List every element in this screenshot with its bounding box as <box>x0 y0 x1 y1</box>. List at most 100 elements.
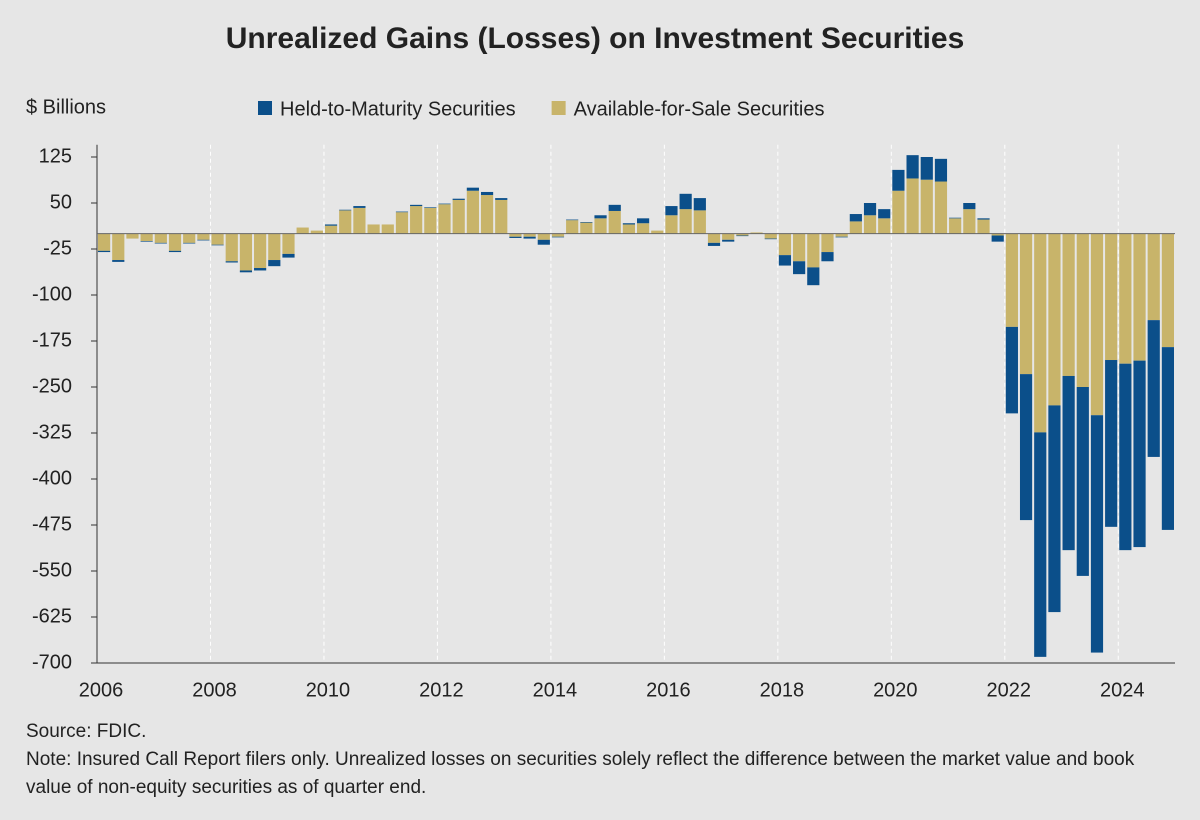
y-tick-label: 125 <box>39 145 72 167</box>
bar-segment <box>1048 405 1061 613</box>
bar-segment <box>835 233 848 237</box>
bar-segment <box>168 233 182 251</box>
bar-segment <box>438 204 451 234</box>
bar-segment <box>608 210 621 234</box>
bar-segment <box>594 215 607 219</box>
bar-segment <box>154 233 167 243</box>
bar-segment <box>239 270 253 273</box>
bar-segment <box>551 236 565 238</box>
bar-segment <box>679 209 692 234</box>
bar-segment <box>225 233 238 262</box>
bar-segment <box>1119 363 1132 551</box>
bar-segment <box>821 233 834 253</box>
x-tick-label: 2008 <box>192 679 237 701</box>
bar-segment <box>438 203 451 205</box>
bar-segment <box>112 260 125 262</box>
bar-segment <box>1133 233 1146 361</box>
bar-segment <box>197 239 210 241</box>
bar-segment <box>707 233 721 243</box>
bar-segment <box>622 223 635 225</box>
bar-segment <box>339 209 352 211</box>
bar-segment <box>168 250 182 253</box>
bar-segment <box>410 206 423 234</box>
bar-segment <box>1105 233 1118 361</box>
y-tick-label: -250 <box>32 375 72 397</box>
bar-segment <box>211 233 224 245</box>
bar-segment <box>324 225 338 234</box>
bar-segment <box>495 199 508 234</box>
bar-segment <box>963 209 976 234</box>
bar-segment <box>1090 415 1104 653</box>
bar-segment <box>480 191 494 196</box>
bar-segment <box>509 236 522 238</box>
bar-segment <box>140 233 153 242</box>
y-tick-label: -25 <box>43 237 72 259</box>
bar-segment <box>197 233 210 240</box>
y-tick-label: -100 <box>32 283 72 305</box>
x-tick-label: 2020 <box>873 679 918 701</box>
bar-segment <box>268 233 281 261</box>
bar-segment <box>736 233 749 236</box>
x-tick-label: 2012 <box>419 679 464 701</box>
bar-segment <box>310 230 323 234</box>
bar-segment <box>878 209 891 219</box>
legend-swatch <box>258 101 272 115</box>
bar-segment <box>750 232 763 234</box>
bar-segment <box>608 204 621 211</box>
bar-segment <box>183 242 196 244</box>
x-tick-label: 2010 <box>306 679 351 701</box>
bar-segment <box>140 241 153 242</box>
bar-segment <box>892 169 905 191</box>
bar-segment <box>892 190 905 234</box>
bar-segment <box>977 219 990 234</box>
bar-segment <box>807 267 820 286</box>
y-tick-label: -700 <box>32 651 72 673</box>
bar-segment <box>211 244 224 246</box>
bar-segment <box>1133 360 1146 548</box>
bar-segment <box>1161 347 1174 530</box>
x-tick-label: 2006 <box>79 679 124 701</box>
bar-segment <box>239 233 253 271</box>
bar-segment <box>807 233 820 268</box>
bar-segment <box>353 206 366 208</box>
bar-segment <box>693 198 706 211</box>
bar-segment <box>395 211 409 213</box>
y-tick-label: -550 <box>32 559 72 581</box>
bar-segment <box>126 233 139 239</box>
bar-segment <box>395 212 409 234</box>
bar-segment <box>778 255 792 266</box>
bar-segment <box>1019 374 1033 521</box>
bar-segment <box>296 227 309 234</box>
bar-segment <box>381 224 394 234</box>
bar-segment <box>637 218 650 224</box>
bar-segment <box>495 198 508 200</box>
y-tick-label: -175 <box>32 329 72 351</box>
bar-segment <box>112 233 125 261</box>
x-tick-label: 2014 <box>533 679 578 701</box>
bar-segment <box>821 252 834 262</box>
y-axis-label: $ Billions <box>26 96 106 118</box>
bar-segment <box>1105 360 1118 527</box>
bar-segment <box>324 224 338 226</box>
bar-segment <box>863 215 877 234</box>
bar-segment <box>594 218 607 234</box>
bar-segment <box>1147 233 1160 321</box>
bar-segment <box>452 198 465 200</box>
y-tick-label: -400 <box>32 467 72 489</box>
bar-segment <box>254 233 267 269</box>
bar-segment <box>410 204 423 207</box>
bar-segment <box>622 224 635 234</box>
bar-segment <box>1119 233 1132 364</box>
legend-label: Available-for-Sale Securities <box>574 98 825 120</box>
bar-segment <box>537 239 550 245</box>
bar-segment <box>651 230 664 234</box>
x-tick-label: 2022 <box>987 679 1032 701</box>
source: Source: FDIC. <box>26 721 147 742</box>
bar-segment <box>991 233 1004 236</box>
bar-segment <box>849 221 862 234</box>
x-tick-label: 2018 <box>760 679 805 701</box>
bar-segment <box>949 218 962 234</box>
bar-segment <box>693 210 706 234</box>
bar-segment <box>339 210 352 234</box>
